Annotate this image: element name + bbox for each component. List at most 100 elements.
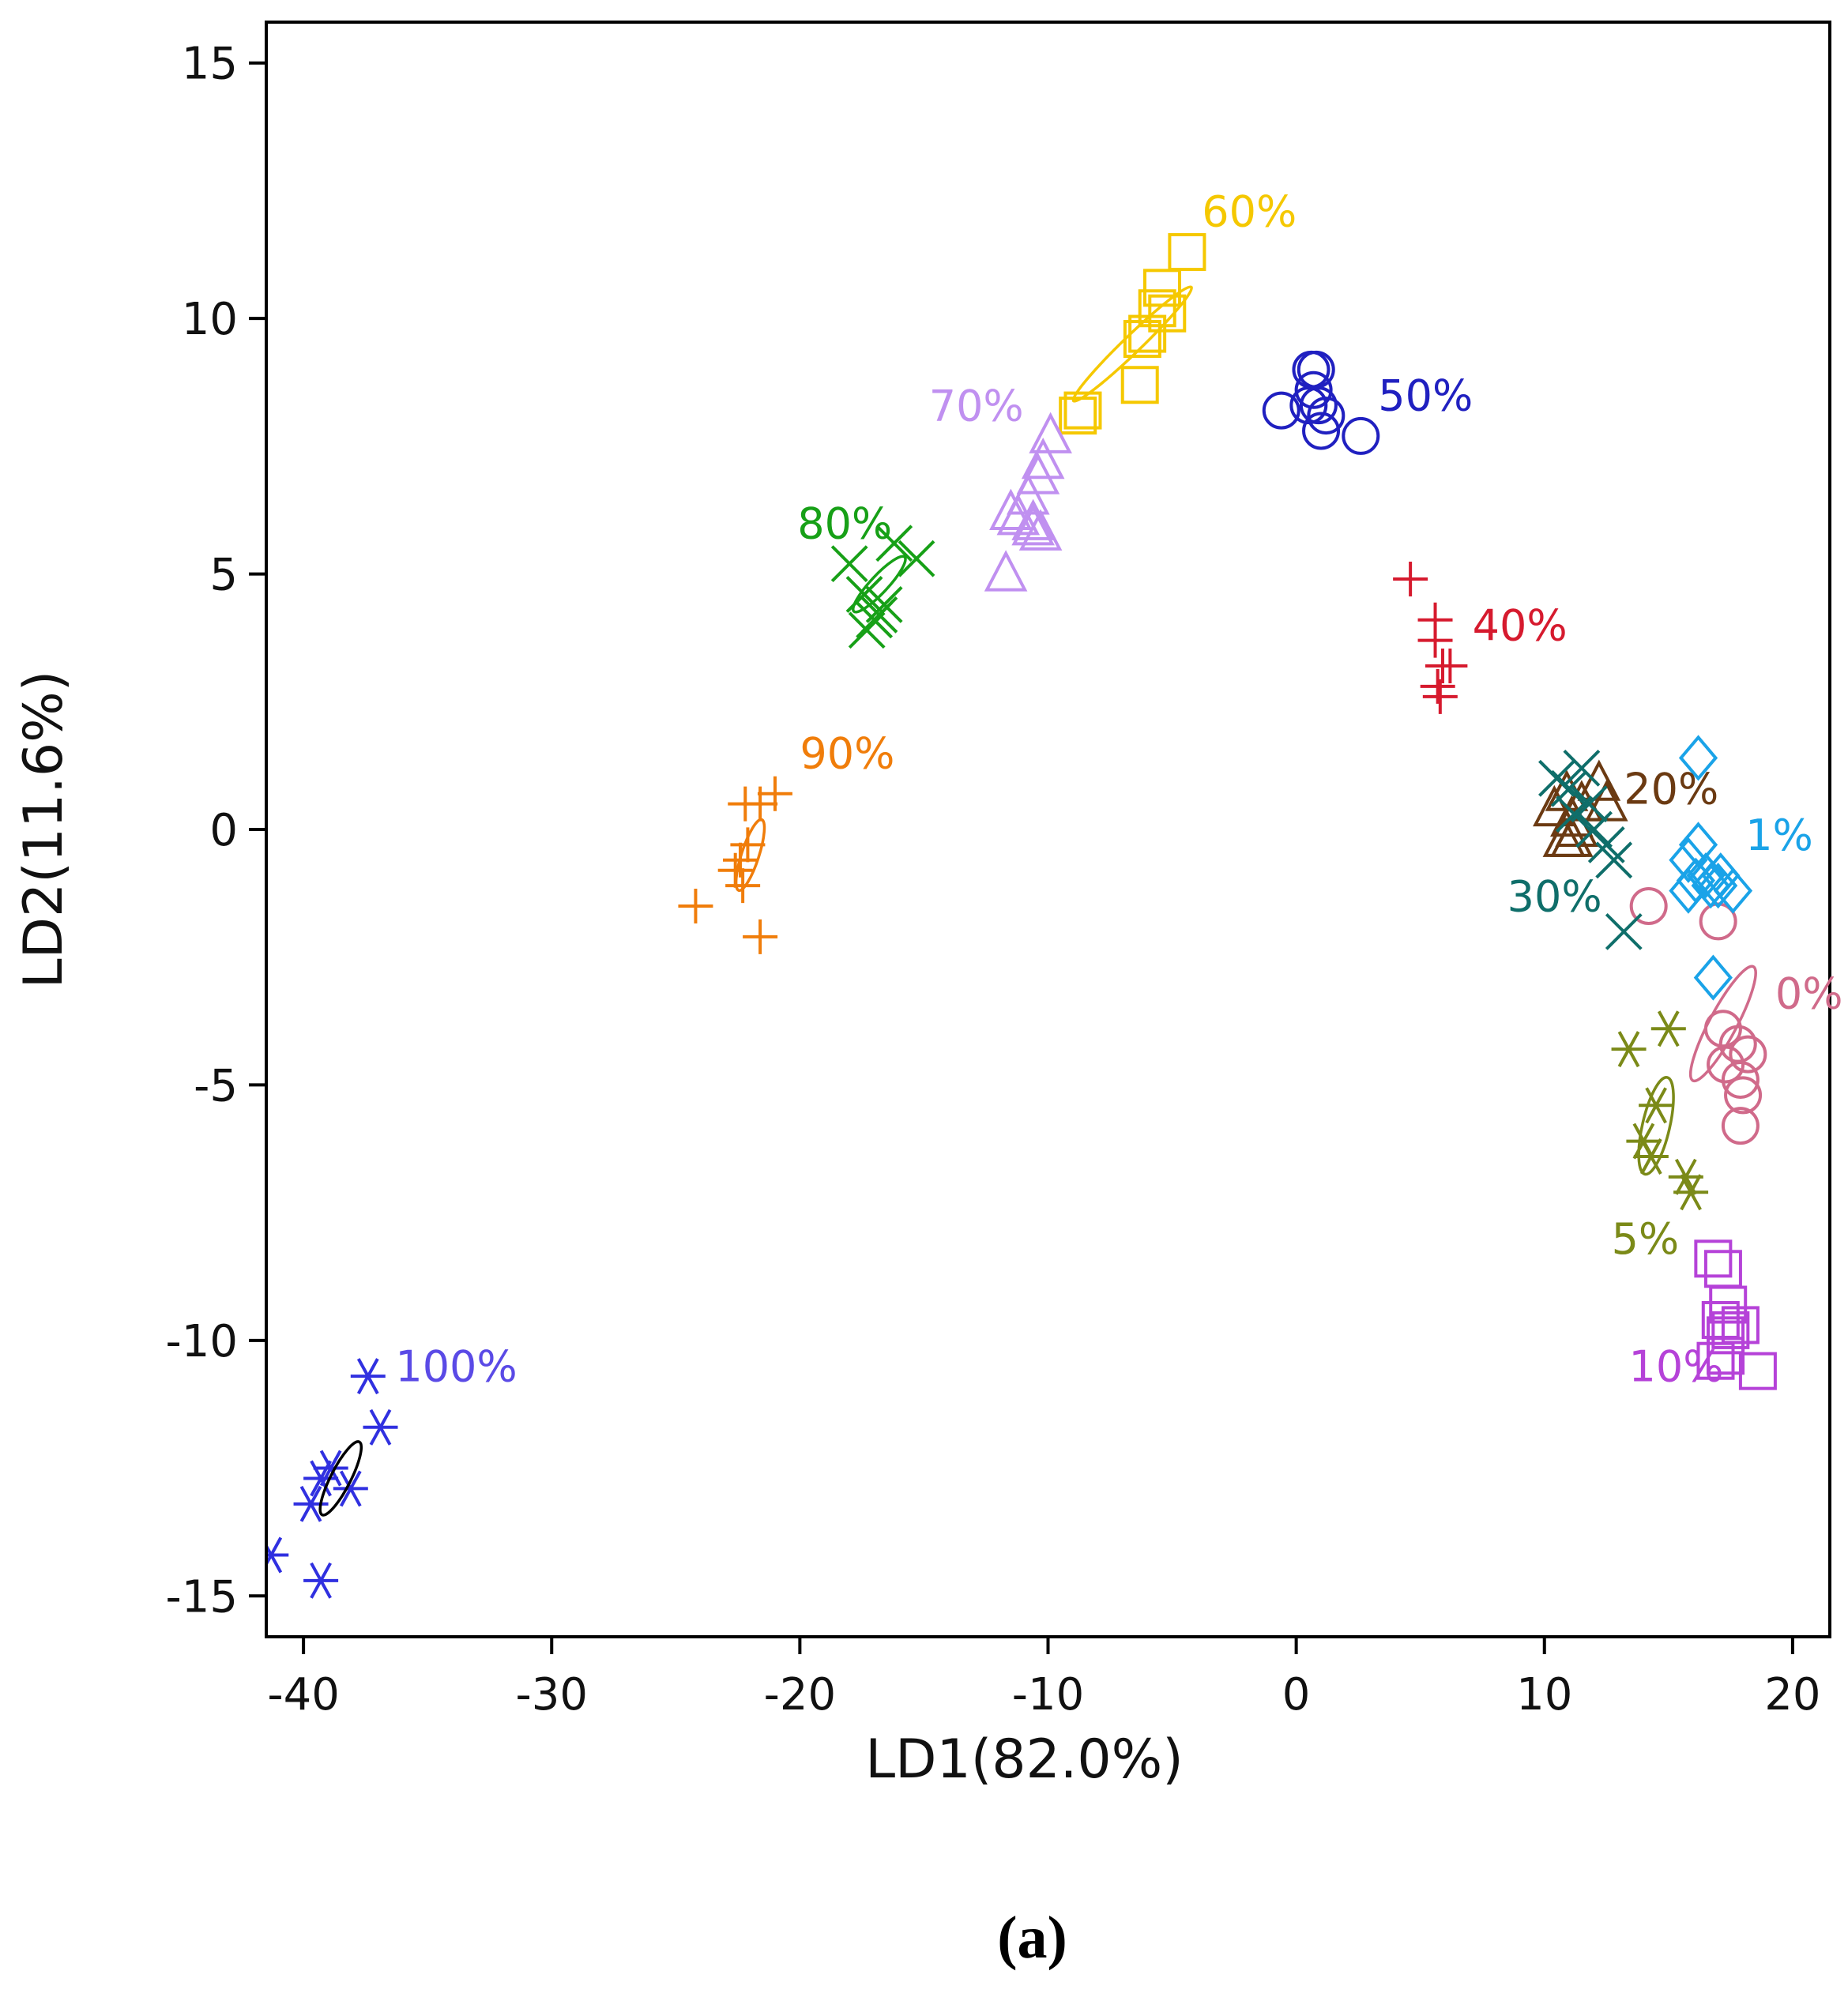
series-10pct: [1694, 1239, 1777, 1390]
data-point-square: [1138, 289, 1176, 328]
data-point-x: [1556, 795, 1593, 833]
data-point-circle: [1629, 887, 1668, 926]
data-point-asterisk: [303, 1562, 339, 1599]
group-label: 30%: [1507, 871, 1602, 921]
series-80pct: [830, 525, 935, 649]
data-point-square: [1063, 391, 1102, 430]
y-tick-label: -10: [166, 1316, 238, 1367]
data-point-asterisk: [333, 1470, 368, 1507]
confidence-ellipse: [852, 555, 907, 614]
data-point-asterisk: [1611, 1031, 1647, 1068]
data-point-square: [1148, 294, 1187, 333]
axis-ticks-layer: -40 -30 -20 -10 0 10 20 15 10 5 0 -5 -10 -15: [166, 39, 1821, 1721]
data-point-square: [1694, 1239, 1733, 1278]
group-label: 70%: [929, 382, 1024, 431]
data-point-x: [830, 545, 868, 583]
group-label: 5%: [1612, 1214, 1680, 1264]
data-point-diamond: [1669, 867, 1708, 914]
data-point-circle: [1307, 397, 1346, 435]
series-100pct: [266, 1358, 398, 1599]
data-point-plus: [757, 776, 792, 811]
y-tick-label: 10: [182, 294, 238, 345]
data-point-diamond: [1699, 863, 1738, 909]
data-point-x: [1550, 769, 1588, 807]
data-point-diamond: [1686, 852, 1726, 899]
data-point-asterisk: [1673, 1174, 1709, 1211]
data-point-triangle: [1029, 412, 1072, 453]
data-point-x: [848, 611, 886, 649]
data-points-layer: [266, 233, 1777, 1599]
data-point-diamond: [1678, 735, 1718, 781]
data-point-square: [1707, 1316, 1745, 1355]
data-point-circle: [1729, 1035, 1767, 1074]
data-point-asterisk: [363, 1408, 398, 1446]
y-axis-title: LD2(11.6%): [13, 671, 75, 989]
data-point-square: [1168, 233, 1206, 272]
data-point-plus: [725, 868, 761, 904]
data-point-x: [1605, 912, 1643, 950]
data-point-circle: [1721, 1107, 1760, 1145]
x-tick-label: -30: [516, 1669, 588, 1721]
data-point-circle: [1302, 412, 1341, 450]
data-point-plus: [1417, 622, 1453, 658]
group-label: 0%: [1775, 968, 1843, 1018]
data-point-circle: [1294, 370, 1333, 409]
data-point-diamond: [1693, 954, 1733, 1001]
data-point-circle: [1721, 1060, 1760, 1099]
group-labels-layer: 0% 1% 5% 10% 20% 30% 40% 50% 60% 70% 80% 90% 100%: [395, 187, 1842, 1392]
group-label: 10%: [1629, 1342, 1724, 1392]
data-point-plus: [730, 827, 766, 863]
data-point-triangle: [984, 550, 1028, 592]
data-point-asterisk: [293, 1485, 329, 1522]
group-label: 100%: [395, 1342, 517, 1392]
data-point-triangle: [1018, 509, 1063, 551]
data-point-triangle: [1007, 473, 1050, 515]
confidence-ellipse: [318, 1440, 363, 1517]
x-tick-label: -20: [764, 1669, 836, 1721]
data-point-square: [1120, 366, 1159, 404]
data-point-diamond: [1691, 863, 1730, 909]
data-point-x: [860, 596, 898, 634]
series-50pct: [1262, 350, 1380, 455]
group-label: 80%: [797, 498, 892, 548]
data-point-plus: [743, 786, 778, 822]
data-point-asterisk: [1650, 1010, 1686, 1047]
data-point-plus: [678, 889, 713, 924]
group-label: 20%: [1624, 765, 1718, 814]
data-point-square: [1721, 1306, 1760, 1344]
data-point-diamond: [1713, 867, 1753, 914]
x-tick-label: 0: [1282, 1669, 1311, 1721]
group-label: 40%: [1473, 601, 1568, 651]
data-point-triangle: [1533, 784, 1576, 827]
data-point-plus: [1393, 562, 1428, 597]
group-label: 60%: [1202, 187, 1297, 237]
data-point-plus: [1432, 649, 1468, 684]
series-5pct: [1611, 1010, 1709, 1211]
series-30pct: [1538, 749, 1643, 950]
data-point-square: [1707, 1337, 1745, 1375]
x-tick-label: 10: [1516, 1669, 1572, 1721]
series-70pct: [984, 412, 1072, 592]
data-point-triangle: [1011, 498, 1055, 540]
data-point-asterisk: [350, 1358, 386, 1395]
series-40pct: [1393, 562, 1468, 714]
data-point-asterisk: [303, 1460, 339, 1497]
data-point-square: [1709, 1285, 1748, 1324]
panel-label: (a): [997, 1905, 1067, 1971]
data-point-x: [1575, 810, 1613, 848]
data-point-triangle: [1011, 504, 1055, 546]
data-point-x: [875, 525, 913, 562]
x-tick-label: -10: [1012, 1669, 1084, 1721]
data-point-diamond: [1669, 837, 1708, 883]
y-tick-label: -15: [166, 1571, 238, 1623]
data-point-square: [1703, 1250, 1742, 1288]
x-tick-label: -40: [267, 1669, 339, 1721]
data-point-square: [1711, 1311, 1750, 1349]
data-point-plus: [743, 919, 778, 954]
series-90pct: [678, 776, 792, 954]
data-point-asterisk: [1639, 1087, 1674, 1124]
y-tick-label: 5: [209, 550, 238, 601]
data-point-triangle: [1021, 437, 1065, 480]
data-point-triangle: [1550, 815, 1594, 857]
y-tick-label: 15: [182, 39, 238, 90]
